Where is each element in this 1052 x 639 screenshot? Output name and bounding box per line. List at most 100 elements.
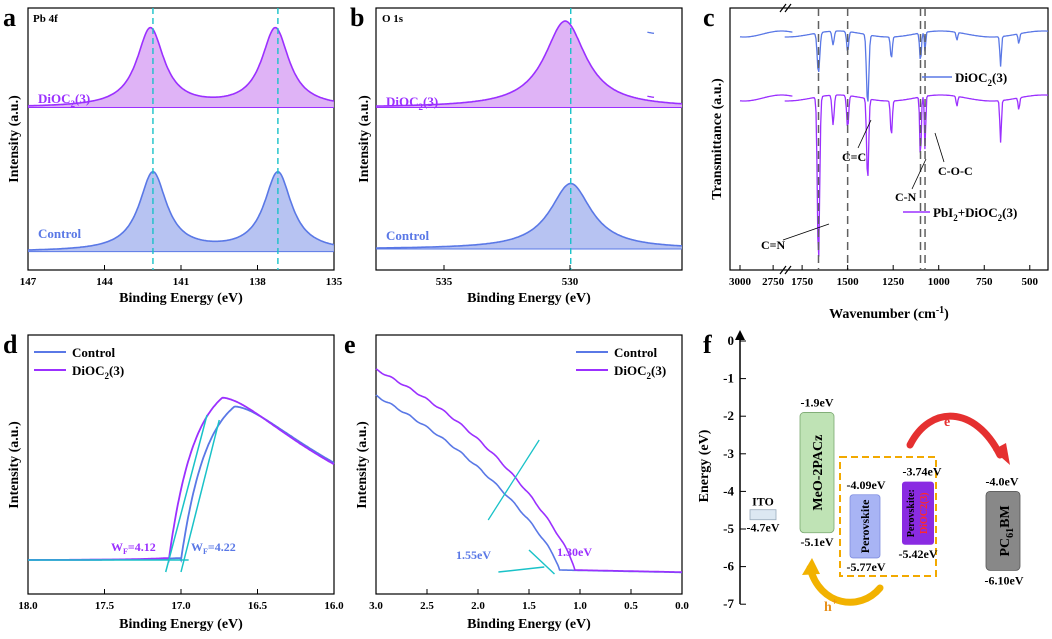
element-label-a: Pb 4f	[33, 13, 58, 25]
legend-label-dioc-c: DiOC2(3)	[955, 70, 1007, 88]
legend-d: Control DiOC2(3)	[34, 345, 124, 381]
legend-label-control-d: Control	[72, 345, 115, 360]
electron-arrow-head	[993, 443, 1010, 465]
spectrum-line-dioc	[647, 31, 655, 35]
x-axis-d-tick-label: 17.5	[95, 600, 115, 612]
x-axis-e-tick-label: 1.0	[573, 600, 587, 612]
hole-label: h+	[824, 597, 838, 615]
x-axis-e-tick-label: 1.5	[522, 600, 536, 612]
panel-label-f: f	[703, 330, 712, 359]
perovskite-dioc-lumo-label: -3.74eV	[903, 465, 942, 479]
x-axis-c-tick-label: 1500	[837, 276, 860, 288]
hole-transfer-arrow	[806, 564, 884, 606]
spectrum-line-pbi-dioc	[647, 95, 655, 99]
x-axis-d-tick-label: 17.0	[171, 600, 191, 612]
ylabel-b: Intensity (a.u.)	[357, 95, 372, 183]
xlabel-a: Binding Energy (eV)	[119, 291, 243, 306]
x-axis-c-tick-label: 1250	[882, 276, 905, 288]
spectrum-line-dioc	[739, 30, 793, 38]
perovskite-dioc-homo-label: -5.42eV	[899, 547, 938, 561]
x-axis-b-tick-label: 535	[436, 276, 453, 288]
ylabel-e: Intensity (a.u.)	[355, 421, 370, 509]
ito-bar	[749, 509, 777, 521]
cutoff-fit-control	[180, 419, 220, 573]
perovskite-name: Perovskite	[858, 499, 872, 553]
xlabel-c: Wavenumber (cm-1)	[829, 305, 949, 322]
spectrum-line-pbi-dioc	[739, 94, 793, 102]
onset-fit-control	[498, 566, 545, 573]
perovskite-dashed-box	[839, 456, 937, 577]
panel-label-e: e	[344, 330, 356, 359]
perovskite-bar	[849, 494, 881, 559]
x-axis-d-tick-label: 16.0	[324, 600, 344, 612]
x-axis-a-tick-label: 141	[173, 276, 190, 288]
annotation-C-N: C-N	[895, 190, 917, 204]
x-axis-c-tick-label: 1000	[928, 276, 951, 288]
spectrum-line-dioc	[784, 30, 1048, 102]
perovskite-lumo-label: -4.09eV	[847, 478, 886, 492]
x-axis-d-tick-label: 16.5	[248, 600, 268, 612]
electron-label: e-	[944, 412, 954, 430]
x-axis-a-tick-label: 135	[326, 276, 343, 288]
ylabel-d: Intensity (a.u.)	[7, 421, 22, 509]
meo-2pacz-bar	[799, 412, 835, 534]
spectrum-line-dioc23	[376, 20, 683, 107]
onset-fit-guide	[487, 439, 540, 521]
x-axis-e-tick-label: 0.0	[675, 600, 689, 612]
ups-line-dioc	[28, 396, 335, 563]
energy-axis-arrow	[735, 330, 745, 340]
annotation-CC: C=C	[842, 150, 866, 164]
x-axis-c-tick-label: 2750	[762, 276, 785, 288]
ito-name: ITO	[752, 495, 774, 509]
perovskite-homo-label: -5.77eV	[847, 560, 886, 574]
legend-label-control-e: Control	[614, 345, 657, 360]
x-axis-e-tick-label: 3.0	[369, 600, 383, 612]
peak-area-dioc23	[28, 27, 334, 108]
plot-frame-b	[375, 7, 683, 271]
panel-e: e Control DiOC2(3) 1.55eV 1.30eV 3.0 2.5 2…	[344, 330, 689, 632]
ups-line-control	[28, 405, 335, 563]
x-axis-a-tick-label: 138	[249, 276, 266, 288]
spectrum-line-control	[27, 170, 335, 251]
hole-arrow-head	[802, 558, 820, 575]
onset-dioc-label: 1.30eV	[557, 545, 592, 559]
plot-frame-c	[729, 7, 1049, 271]
axis-break-top	[779, 3, 792, 13]
panel-b: b O 1s DiOC2(3) Control 535 530 Binding E…	[350, 3, 683, 306]
ups-line-control	[375, 394, 682, 574]
panel-d: d Control DiOC2(3) WF=4.12 WF=4.22 18.0 1…	[3, 330, 344, 632]
x-axis-c-tick-label: 1750	[791, 276, 814, 288]
panel-c: c DiOC2(3) PbI2+DiOC2(3) C=N C=C C-N C-O…	[647, 3, 1049, 322]
x-axis-e-tick-label: 2.5	[420, 600, 434, 612]
meo-2pacz-name: MeO-2PACz	[811, 435, 826, 511]
x-axis-c-tick-label: 500	[1022, 276, 1039, 288]
legend-label-pbi-c: PbI2+DiOC2(3)	[933, 205, 1017, 223]
panel-label-d: d	[3, 330, 18, 359]
panel-f: f 0 -1 -2 -3 -4 -5 -6 -7 Energy (eV) ITO -4.7eV M…	[697, 330, 1024, 615]
energy-tick-label: 0	[728, 333, 735, 348]
pcbm-lumo-label: -4.0eV	[986, 474, 1019, 488]
onset-control-label: 1.55eV	[456, 548, 491, 562]
peak-area-control	[376, 183, 682, 250]
ups-line-dioc	[375, 368, 682, 573]
energy-tick-label: -7	[723, 596, 734, 611]
pcbm-name: PC61BM	[998, 505, 1016, 556]
x-axis-c-tick-label: 3000	[729, 276, 752, 288]
cutoff-fit-dioc	[164, 414, 208, 573]
ylabel-a: Intensity (a.u.)	[7, 95, 22, 183]
energy-tick-label: -4	[723, 483, 734, 498]
perovskite-dioc-name: Perovskite:	[906, 489, 917, 537]
energy-tick-label: -1	[723, 371, 734, 386]
x-axis-a-tick-label: 144	[96, 276, 113, 288]
panel-label-c: c	[703, 3, 715, 32]
perovskite-dioc-name2: DiOC2(3)	[919, 492, 930, 534]
ito-level-label: -4.7eV	[747, 521, 780, 535]
x-axis-b-tick-label: 530	[562, 276, 579, 288]
pcbm-homo-label: -6.10eV	[985, 573, 1024, 587]
axis-break-bottom	[779, 265, 792, 275]
peak-area-dioc23	[376, 21, 682, 108]
spectrum-line-pbi-dioc	[784, 94, 1048, 257]
xlabel-e: Binding Energy (eV)	[467, 617, 591, 632]
electron-transfer-arrow	[906, 412, 1004, 459]
